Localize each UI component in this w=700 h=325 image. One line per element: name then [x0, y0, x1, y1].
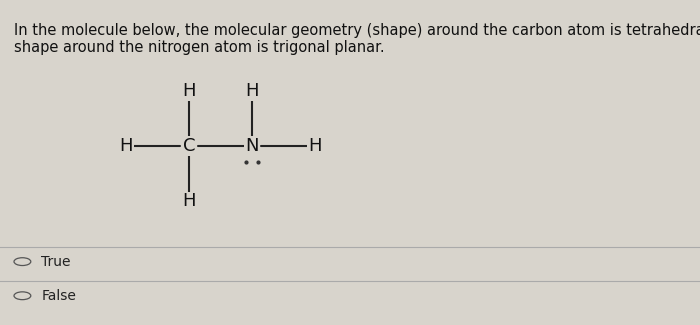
Text: In the molecule below, the molecular geometry (shape) around the carbon atom is : In the molecule below, the molecular geo…: [14, 23, 700, 55]
Text: N: N: [245, 137, 259, 155]
Text: False: False: [41, 289, 76, 303]
Text: C: C: [183, 137, 195, 155]
Text: H: H: [182, 82, 196, 100]
Text: H: H: [119, 137, 133, 155]
Text: H: H: [308, 137, 322, 155]
Text: H: H: [182, 192, 196, 211]
Text: True: True: [41, 254, 71, 269]
Text: H: H: [245, 82, 259, 100]
